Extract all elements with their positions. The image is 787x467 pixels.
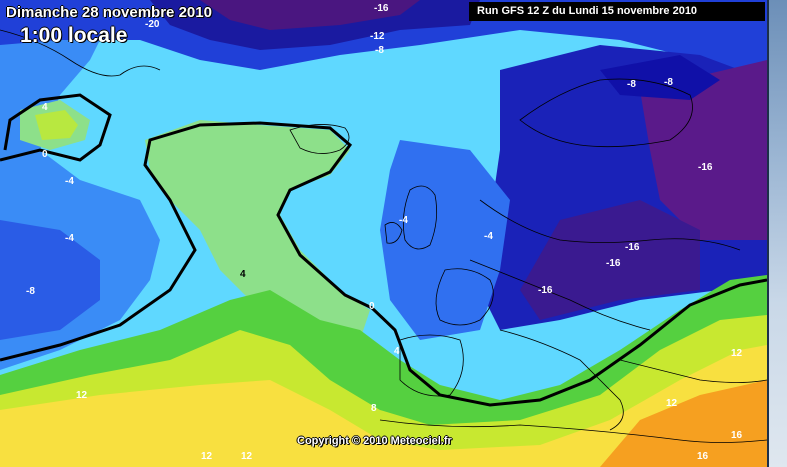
isotherm-label: -8 bbox=[627, 79, 636, 90]
temperature-map: -20 -16 -12 -8 -8 -8 -16 -16 -16 -16 4 0… bbox=[0, 0, 767, 467]
greenland-warm-core bbox=[35, 110, 78, 140]
model-run-info: Run GFS 12 Z du Lundi 15 novembre 2010 bbox=[469, 2, 765, 21]
central-blue-tongue bbox=[380, 140, 510, 340]
forecast-time-title: 1:00 locale bbox=[20, 24, 128, 47]
temperature-field bbox=[0, 0, 767, 467]
north-africa-coast bbox=[379, 419, 767, 443]
window-edge-strip bbox=[767, 0, 787, 467]
isotherm-label: 12 bbox=[201, 451, 213, 462]
copyright-text: Copyright © 2010 Meteociel.fr bbox=[297, 435, 452, 447]
isotherm-label: -4 bbox=[484, 231, 493, 242]
isotherm-label: -8 bbox=[375, 45, 384, 56]
zero-isotherm-main bbox=[0, 121, 767, 407]
iceland-coast bbox=[289, 124, 350, 154]
isotherm-label: -20 bbox=[145, 19, 160, 30]
east-europe-borders bbox=[479, 199, 741, 251]
isotherm-label: 16 bbox=[731, 430, 743, 441]
central-europe-borders bbox=[469, 259, 651, 331]
isotherm-label: 0 bbox=[369, 301, 375, 312]
isotherm-label: -16 bbox=[606, 258, 621, 269]
isotherm-label: 12 bbox=[666, 398, 678, 409]
isotherm-label: -16 bbox=[625, 242, 640, 253]
isotherm-label: 12 bbox=[731, 348, 743, 359]
france-coast bbox=[435, 268, 494, 326]
isotherm-label: -16 bbox=[374, 3, 389, 14]
south-orange-band bbox=[600, 380, 767, 467]
scandinavia-core bbox=[600, 55, 720, 100]
isotherm-label: -4 bbox=[399, 215, 408, 226]
uk-coast bbox=[402, 185, 438, 250]
iberia-coast bbox=[399, 334, 464, 397]
isotherm-label: -12 bbox=[370, 31, 385, 42]
greenland-coast bbox=[0, 29, 161, 77]
isotherm-label: -8 bbox=[664, 77, 673, 88]
east-purple-field bbox=[640, 60, 767, 240]
north-purple-band bbox=[200, 0, 420, 30]
scandinavia-coast bbox=[519, 78, 693, 148]
zero-isotherm-north bbox=[0, 93, 112, 162]
isotherm-label: -4 bbox=[65, 233, 74, 244]
isotherm-label: -8 bbox=[26, 286, 35, 297]
coastlines bbox=[0, 29, 767, 443]
isotherm-label: -16 bbox=[698, 162, 713, 173]
atlantic-green-tongue bbox=[145, 120, 370, 350]
isotherm-label: 12 bbox=[241, 451, 253, 462]
forecast-date-title: Dimanche 28 novembre 2010 bbox=[6, 4, 212, 21]
balkan-coast bbox=[619, 359, 767, 383]
isotherm-label: 8 bbox=[371, 403, 377, 414]
south-yellow-band bbox=[0, 345, 767, 467]
isotherm-label: 4 bbox=[394, 346, 400, 357]
isotherm-label: 16 bbox=[697, 451, 709, 462]
isotherm-label: 0 bbox=[42, 149, 48, 160]
ireland-coast bbox=[384, 222, 403, 244]
west-dark-blue-patch bbox=[0, 220, 100, 340]
east-deep-core bbox=[520, 200, 700, 320]
italy-coast bbox=[499, 329, 624, 431]
isotherm-label: 4 bbox=[240, 269, 246, 280]
isotherm-label: -16 bbox=[538, 285, 553, 296]
isotherm-label: -4 bbox=[65, 176, 74, 187]
isotherm-label: 12 bbox=[76, 390, 88, 401]
isotherm-label: 4 bbox=[42, 102, 48, 113]
